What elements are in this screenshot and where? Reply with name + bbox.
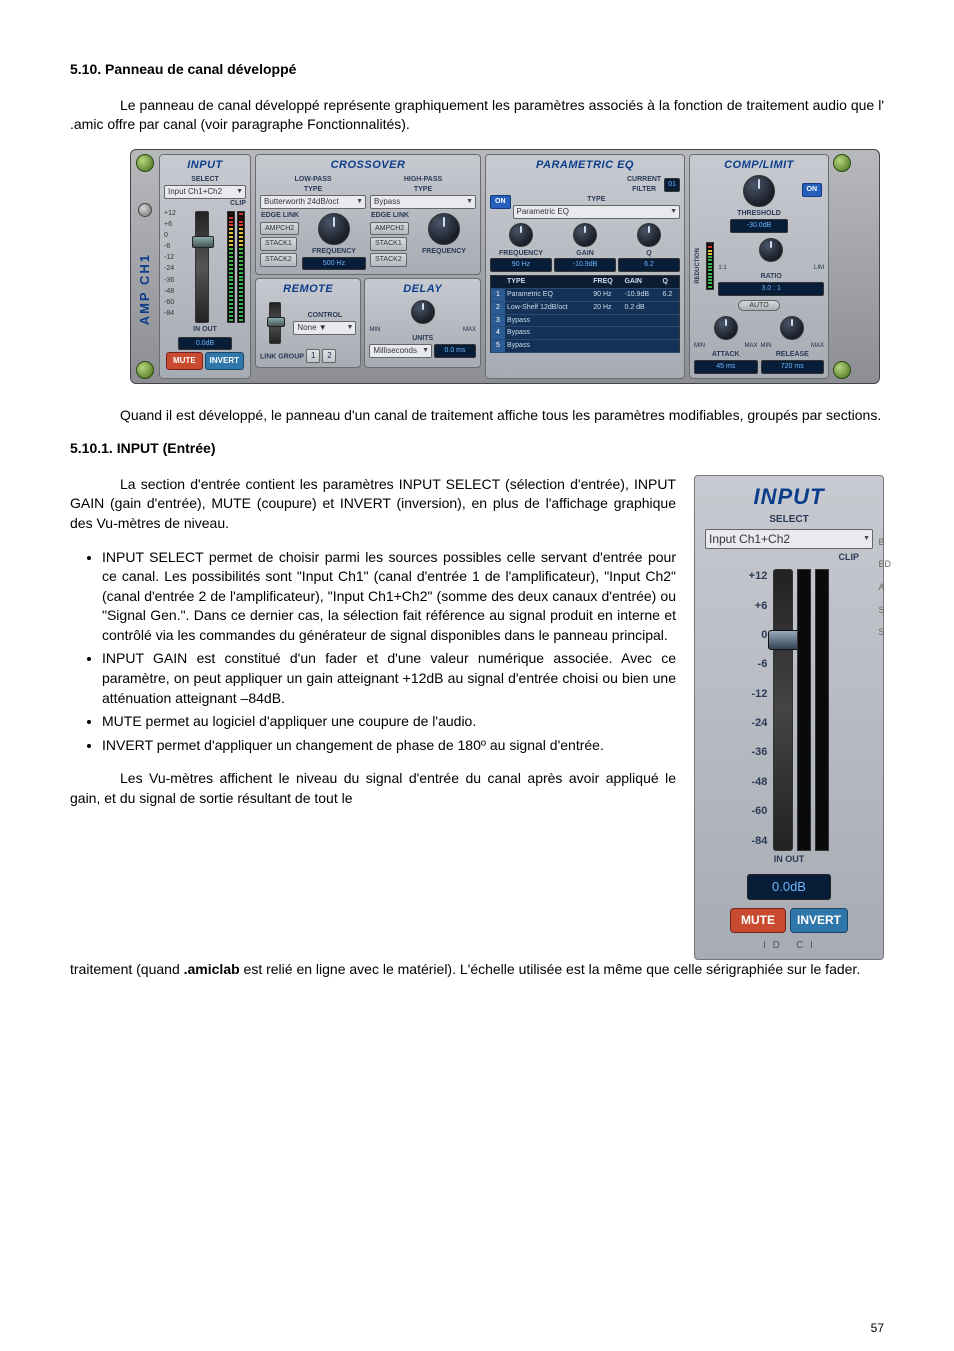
highpass-label: HIGH-PASS <box>370 175 476 185</box>
lowpass-freq-readout: 500 Hz <box>302 257 366 271</box>
list-item: INPUT SELECT permet de choisir parmi les… <box>102 548 676 646</box>
nav-icon[interactable] <box>138 203 152 217</box>
peq-title: PARAMETRIC EQ <box>490 158 680 173</box>
peq-freq-knob[interactable] <box>509 223 533 247</box>
threshold-knob[interactable] <box>743 175 775 207</box>
threshold-readout: -30.0dB <box>730 219 788 233</box>
bullet-list: INPUT SELECT permet de choisir parmi les… <box>70 548 676 756</box>
select-label-large: SELECT <box>699 513 879 527</box>
peq-freq-readout: 90 Hz <box>490 258 552 272</box>
select-label: SELECT <box>164 175 246 185</box>
vu-meter-in <box>227 211 235 323</box>
release-readout: 720 ms <box>761 360 825 374</box>
para-after-wide: Quand il est développé, le panneau d'un … <box>70 406 884 426</box>
input-select-dropdown[interactable]: Input Ch1+Ch2 <box>164 185 246 199</box>
peq-q-readout: 6.2 <box>618 258 680 272</box>
input-gain-fader[interactable] <box>195 211 209 323</box>
input-title-large: INPUT <box>699 482 879 513</box>
invert-button[interactable]: INVERT <box>205 352 244 369</box>
peq-q-knob[interactable] <box>637 223 661 247</box>
edgelink-stack1-hp[interactable]: STACK1 <box>370 237 407 251</box>
cut-label: I D C I <box>699 939 879 953</box>
expand-icon[interactable] <box>136 154 154 172</box>
auto-button[interactable]: AUTO <box>738 300 779 311</box>
inout-label-large: IN OUT <box>699 853 879 866</box>
clip-label-large: CLIP <box>699 551 859 564</box>
list-item: INPUT GAIN est constitué d'un fader et d… <box>102 649 676 708</box>
para-input-intro: La section d'entrée contient les paramèt… <box>70 475 676 534</box>
gain-readout-large: 0.0dB <box>747 874 831 900</box>
page-number: 57 <box>871 1320 884 1337</box>
fader-scale: +12+6 0-6 -12-24 -36-48 -60-84 <box>164 209 176 319</box>
edgelink-ampch2-hp[interactable]: AMPCH2 <box>370 222 409 236</box>
list-item: INVERT permet d'appliquer un changement … <box>102 736 676 756</box>
delay-knob[interactable] <box>411 300 435 324</box>
peq-gain-readout: -10.9dB <box>554 258 616 272</box>
comp-title: COMP/LIMIT <box>694 158 824 173</box>
inout-label: IN OUT <box>164 325 246 335</box>
peq-filters-table: TYPEFREQ GAINQ 1Parametric EQ90 Hz-10.9d… <box>490 275 680 353</box>
edgelink-ampch2[interactable]: AMPCH2 <box>260 222 299 236</box>
linkgroup-2[interactable]: 2 <box>322 349 336 363</box>
amp-channel-label: AMP CH1 <box>134 253 156 325</box>
current-filter-readout: 01 <box>664 178 680 192</box>
vu-meter-out-large <box>815 569 829 851</box>
invert-button-large[interactable]: INVERT <box>790 908 848 933</box>
lowpass-type-dropdown[interactable]: Butterworth 24dB/oct <box>260 195 366 209</box>
remote-fader[interactable] <box>269 302 281 344</box>
lowpass-label: LOW-PASS <box>260 175 366 185</box>
table-row[interactable]: 5Bypass <box>491 340 680 353</box>
fader-scale-large: +12+6 0-6 -12-24 -36-48 -60-84 <box>749 569 768 849</box>
remote-control-dropdown[interactable]: None ▼ <box>293 321 356 335</box>
para-input-end-full: traitement (quand .amiclab est relié en … <box>70 960 884 980</box>
remote-title: REMOTE <box>260 282 356 297</box>
table-row[interactable]: 3Bypass <box>491 314 680 327</box>
vu-meter-out <box>237 211 245 323</box>
release-knob[interactable] <box>780 316 804 340</box>
collapse-icon[interactable] <box>833 154 851 172</box>
ratio-readout: 3.0 : 1 <box>718 282 824 296</box>
linkgroup-1[interactable]: 1 <box>306 349 320 363</box>
ratio-knob[interactable] <box>759 238 783 262</box>
highpass-freq-knob[interactable] <box>428 213 460 245</box>
table-row[interactable]: 2Low-Shelf 12dB/oct20 Hz0.2 dB <box>491 301 680 314</box>
list-item: MUTE permet au logiciel d'appliquer une … <box>102 712 676 732</box>
peq-gain-knob[interactable] <box>573 223 597 247</box>
mute-button[interactable]: MUTE <box>166 352 203 369</box>
heading-panel: 5.10. Panneau de canal développé <box>70 60 884 80</box>
vu-meter-in-large <box>797 569 811 851</box>
lowpass-freq-knob[interactable] <box>318 213 350 245</box>
peq-on-button[interactable]: ON <box>490 195 511 209</box>
attack-knob[interactable] <box>714 316 738 340</box>
delay-title: DELAY <box>369 282 476 297</box>
edgelink-stack1[interactable]: STACK1 <box>260 237 297 251</box>
clip-label: CLIP <box>164 199 246 209</box>
input-gain-fader-large[interactable] <box>773 569 793 851</box>
mute-button-large[interactable]: MUTE <box>730 908 786 933</box>
crossover-title: CROSSOVER <box>260 158 476 173</box>
attack-readout: 45 ms <box>694 360 758 374</box>
gain-readout: 0.0dB <box>178 337 232 351</box>
table-row[interactable]: 1Parametric EQ90 Hz-10.9dB6.2 <box>491 288 680 301</box>
heading-input: 5.10.1. INPUT (Entrée) <box>70 439 884 459</box>
channel-panel-screenshot: AMP CH1 INPUT SELECT Input Ch1+Ch2 CLIP … <box>130 149 880 384</box>
delay-readout: 0.0 ms <box>434 344 476 358</box>
delay-units-dropdown[interactable]: Milliseconds <box>369 344 432 358</box>
comp-on-button[interactable]: ON <box>802 183 823 197</box>
side-stubs: BED AS S <box>878 536 891 639</box>
para-intro: Le panneau de canal développé représente… <box>70 96 884 135</box>
next-icon[interactable] <box>833 361 851 379</box>
para-input-end-partial: Les Vu-mètres affichent le niveau du sig… <box>70 769 676 808</box>
table-row[interactable]: 4Bypass <box>491 327 680 340</box>
edgelink-stack2-hp[interactable]: STACK2 <box>370 253 407 267</box>
power-icon[interactable] <box>136 361 154 379</box>
edgelink-stack2[interactable]: STACK2 <box>260 253 297 267</box>
peq-type-dropdown[interactable]: Parametric EQ <box>513 205 681 219</box>
reduction-meter <box>706 242 714 290</box>
input-panel-screenshot: INPUT SELECT Input Ch1+Ch2 CLIP +12+6 0-… <box>694 475 884 960</box>
input-select-dropdown-large[interactable]: Input Ch1+Ch2 <box>705 529 873 549</box>
input-title: INPUT <box>164 158 246 173</box>
highpass-type-dropdown[interactable]: Bypass <box>370 195 476 209</box>
